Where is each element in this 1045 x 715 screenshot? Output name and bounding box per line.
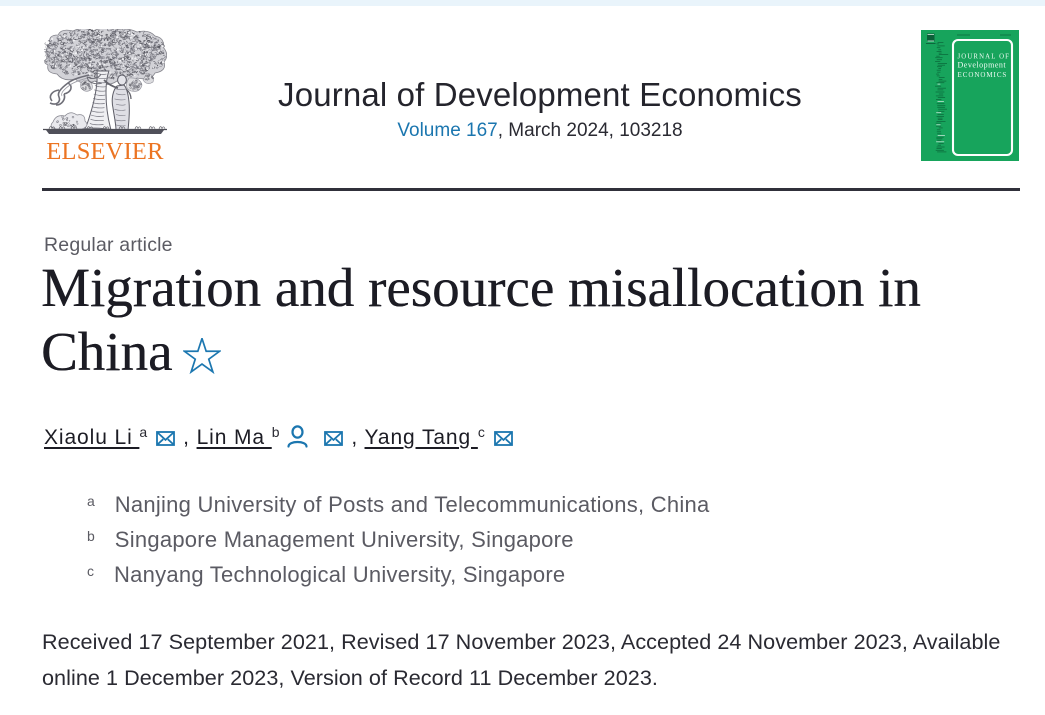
svg-text:Development: Development (958, 61, 1007, 70)
svg-text:JOURNAL OF: JOURNAL OF (958, 54, 1011, 61)
svg-text:ECONOMICS: ECONOMICS (958, 71, 1008, 79)
